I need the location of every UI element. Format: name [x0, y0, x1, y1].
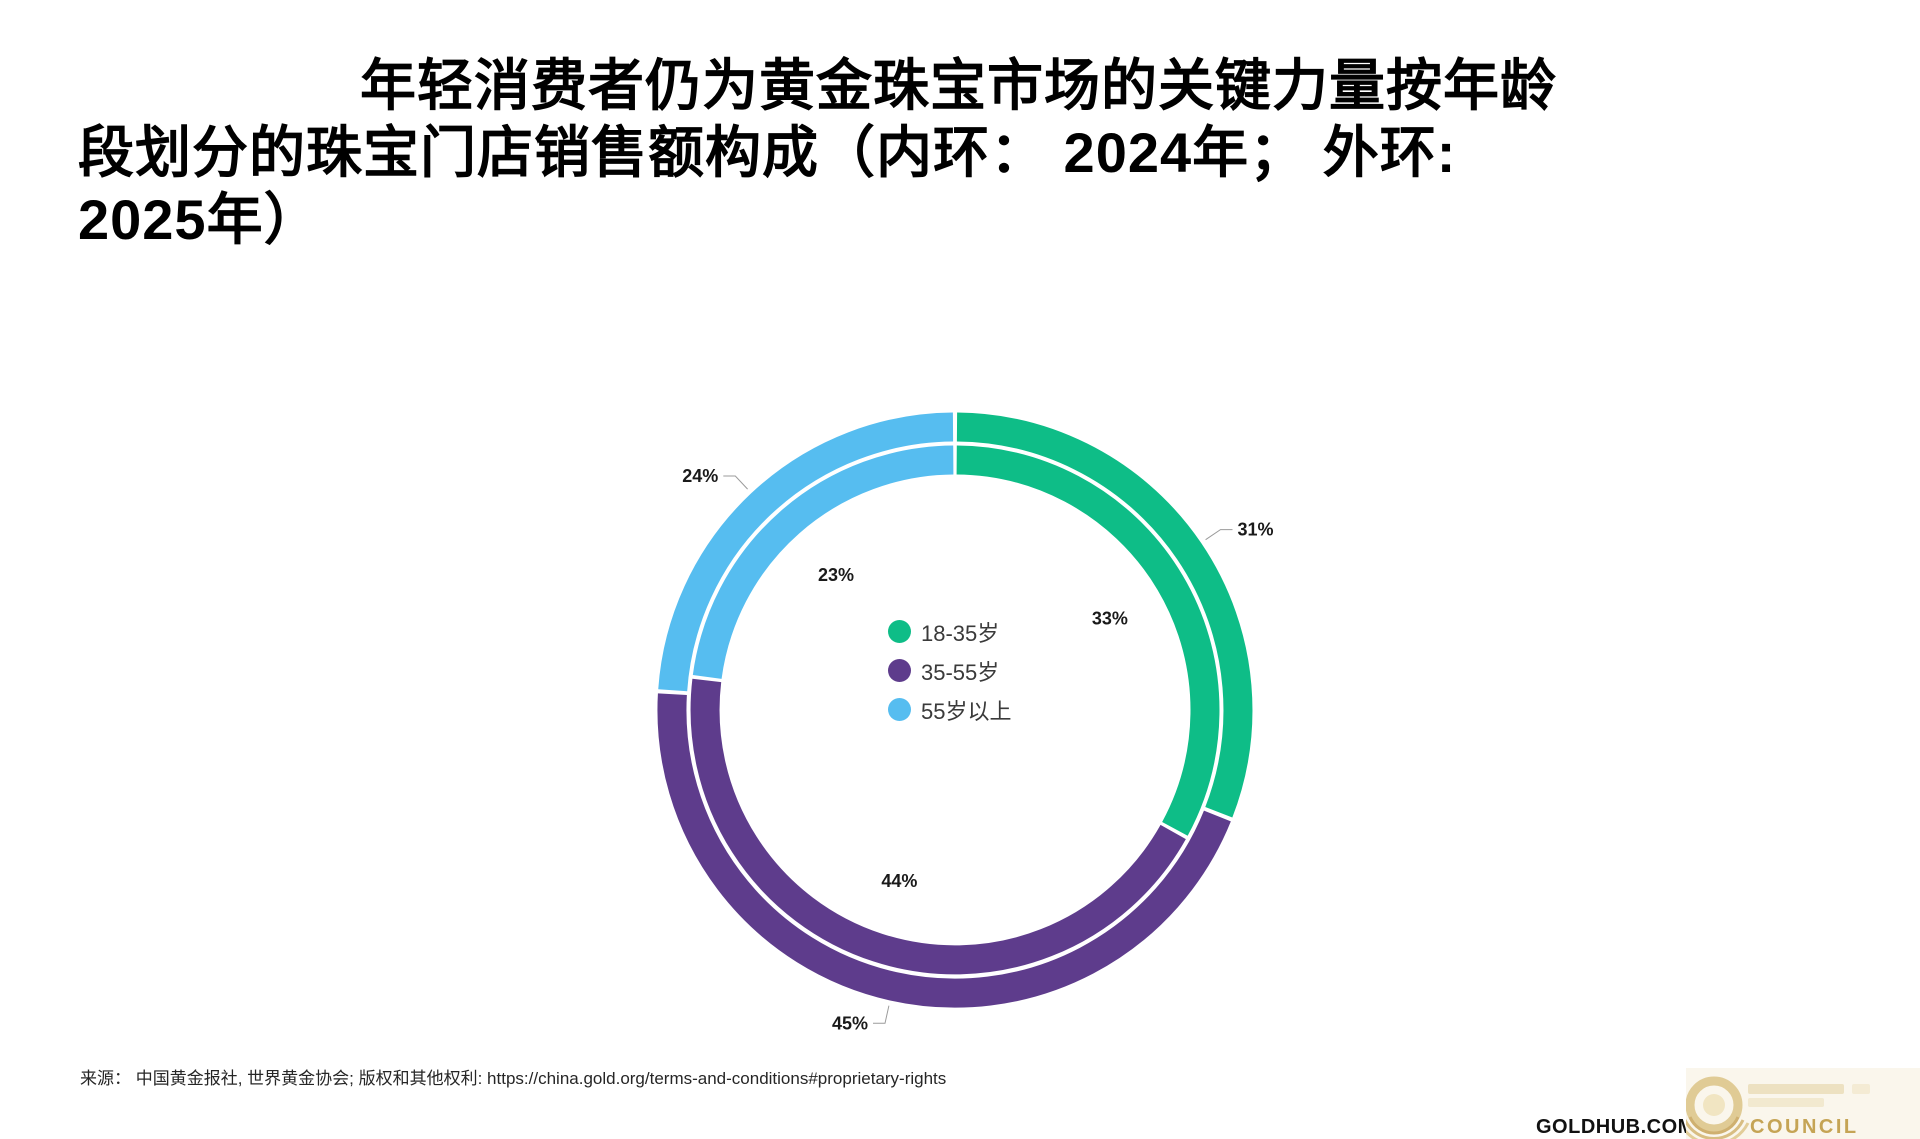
ring-2024年-segment-18-35岁	[956, 445, 1220, 836]
inner-ring-label-18-35岁: 33%	[1092, 608, 1128, 628]
inner-ring-label-35-55岁: 44%	[881, 871, 917, 891]
ring-2025年-segment-55岁以上	[658, 412, 954, 692]
legend-label: 35-55岁	[921, 659, 1000, 685]
world-gold-council-logo: COUNCIL	[1686, 1068, 1920, 1139]
legend-item-55-plus: 55岁以上	[888, 694, 1011, 725]
ring-2024年-segment-55岁以上	[692, 445, 954, 679]
legend-item-18-35: 18-35岁	[888, 616, 1011, 647]
inner-ring-label-55岁以上: 23%	[818, 565, 854, 585]
chart-legend: 18-35岁 35-55岁 55岁以上	[888, 616, 1011, 733]
chart-title: 年轻消费者仍为黄金珠宝市场的关键力量按年龄 段划分的珠宝门店销售额构成（内环： …	[78, 52, 1718, 253]
gold-council-emblem-icon	[1686, 1076, 1870, 1139]
chart-title-line-3: 2025年）	[78, 188, 321, 251]
label-leader-line	[723, 475, 748, 490]
legend-dot-blue-icon	[888, 698, 911, 721]
ring-2025年-segment-18-35岁	[956, 412, 1253, 818]
council-wordmark: COUNCIL	[1750, 1116, 1859, 1138]
label-leader-line	[1205, 529, 1233, 541]
label-leader-line	[873, 1005, 890, 1024]
ring-2024年-segment-35-55岁	[690, 678, 1186, 975]
legend-dot-green-icon	[888, 620, 911, 643]
source-attribution: 来源： 中国黄金报社, 世界黄金协会; 版权和其他权利: https://chi…	[80, 1069, 947, 1088]
outer-ring-label-35-55岁: 45%	[832, 1013, 868, 1033]
outer-ring-label-18-35岁: 31%	[1238, 520, 1274, 540]
outer-ring-label-55岁以上: 24%	[682, 466, 718, 486]
legend-dot-purple-icon	[888, 659, 911, 682]
chart-title-line-1: 年轻消费者仍为黄金珠宝市场的关键力量按年龄	[360, 54, 1557, 117]
legend-item-35-55: 35-55岁	[888, 655, 1011, 686]
chart-title-line-2: 段划分的珠宝门店销售额构成（内环： 2024年； 外环:	[78, 121, 1457, 184]
goldhub-wordmark: GOLDHUB.COM	[1536, 1116, 1695, 1138]
ring-2025年-segment-35-55岁	[657, 693, 1231, 1008]
legend-label: 18-35岁	[921, 620, 1000, 646]
legend-label: 55岁以上	[921, 698, 1012, 724]
